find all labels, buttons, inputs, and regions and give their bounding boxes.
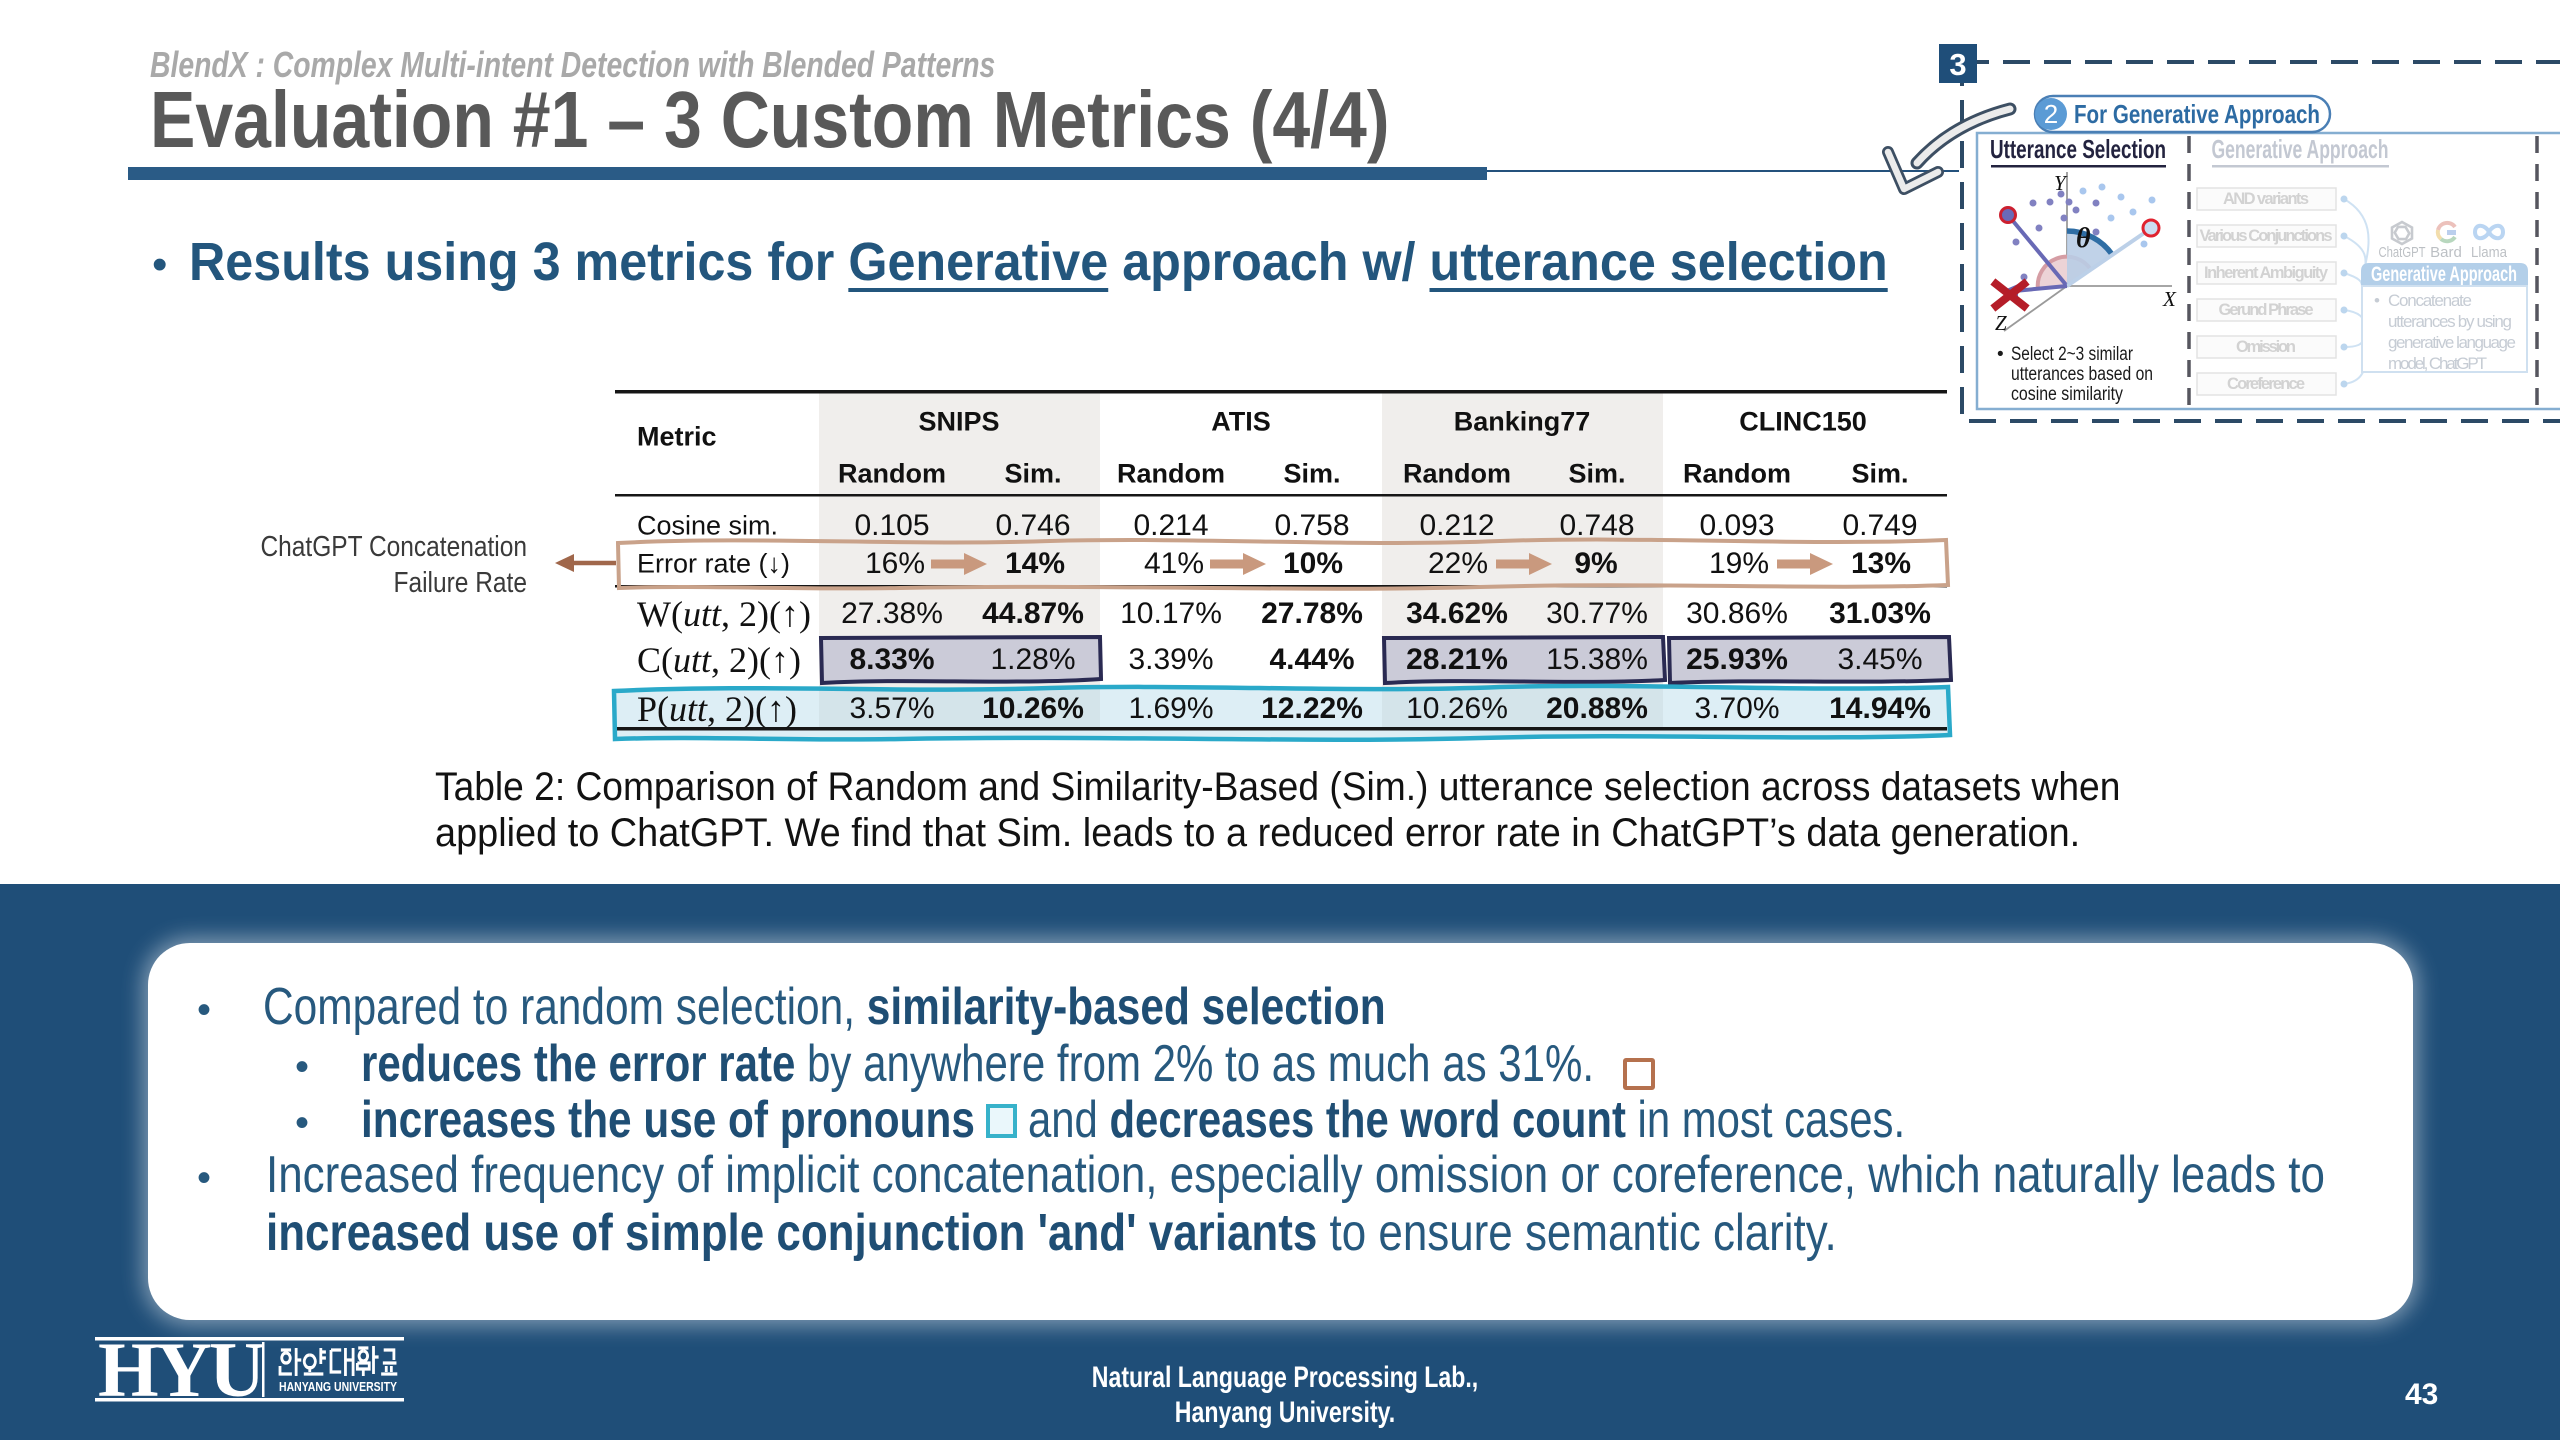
svg-text:Z: Z — [1995, 311, 2007, 335]
svg-text:AND variants: AND variants — [2223, 190, 2309, 208]
svg-text:Various Conjunctions: Various Conjunctions — [2200, 227, 2333, 245]
svg-text:Gerund Phrase: Gerund Phrase — [2219, 301, 2314, 319]
svg-text:ChatGPT: ChatGPT — [2379, 244, 2426, 261]
svg-text:model, ChatGPT: model, ChatGPT — [2388, 354, 2487, 373]
svg-text:Inherent Ambiguity: Inherent Ambiguity — [2204, 264, 2329, 282]
svg-text:Llama: Llama — [2471, 244, 2508, 261]
svg-text:X: X — [2162, 287, 2177, 311]
svg-text:Omission: Omission — [2236, 338, 2296, 356]
svg-text:Concatenate: Concatenate — [2388, 291, 2472, 310]
svg-text:For Generative Approach: For Generative Approach — [2074, 99, 2320, 129]
svg-text:HANYANG UNIVERSITY: HANYANG UNIVERSITY — [279, 1379, 397, 1394]
svg-text:3: 3 — [1949, 47, 1966, 82]
svg-text:Generative Approach: Generative Approach — [2371, 263, 2517, 286]
svg-text:Generative Approach: Generative Approach — [2212, 134, 2389, 164]
svg-text:•: • — [1997, 344, 2004, 365]
svg-text:cosine similarity: cosine similarity — [2011, 384, 2123, 405]
svg-text:utterances by using: utterances by using — [2388, 312, 2512, 331]
svg-text:Select 2~3 similar: Select 2~3 similar — [2011, 344, 2134, 365]
svg-text:Y: Y — [2054, 171, 2068, 195]
svg-text:Coreference: Coreference — [2227, 375, 2305, 393]
svg-text:2: 2 — [2044, 99, 2058, 129]
svg-text:Utterance Selection: Utterance Selection — [1990, 134, 2166, 164]
svg-text:utterances based on: utterances based on — [2011, 364, 2153, 385]
svg-text:•: • — [2374, 291, 2380, 310]
svg-text:HYU: HYU — [98, 1326, 264, 1413]
svg-text:θ: θ — [2076, 223, 2091, 254]
svg-text:Bard: Bard — [2430, 244, 2462, 261]
svg-text:generative language: generative language — [2388, 333, 2516, 352]
